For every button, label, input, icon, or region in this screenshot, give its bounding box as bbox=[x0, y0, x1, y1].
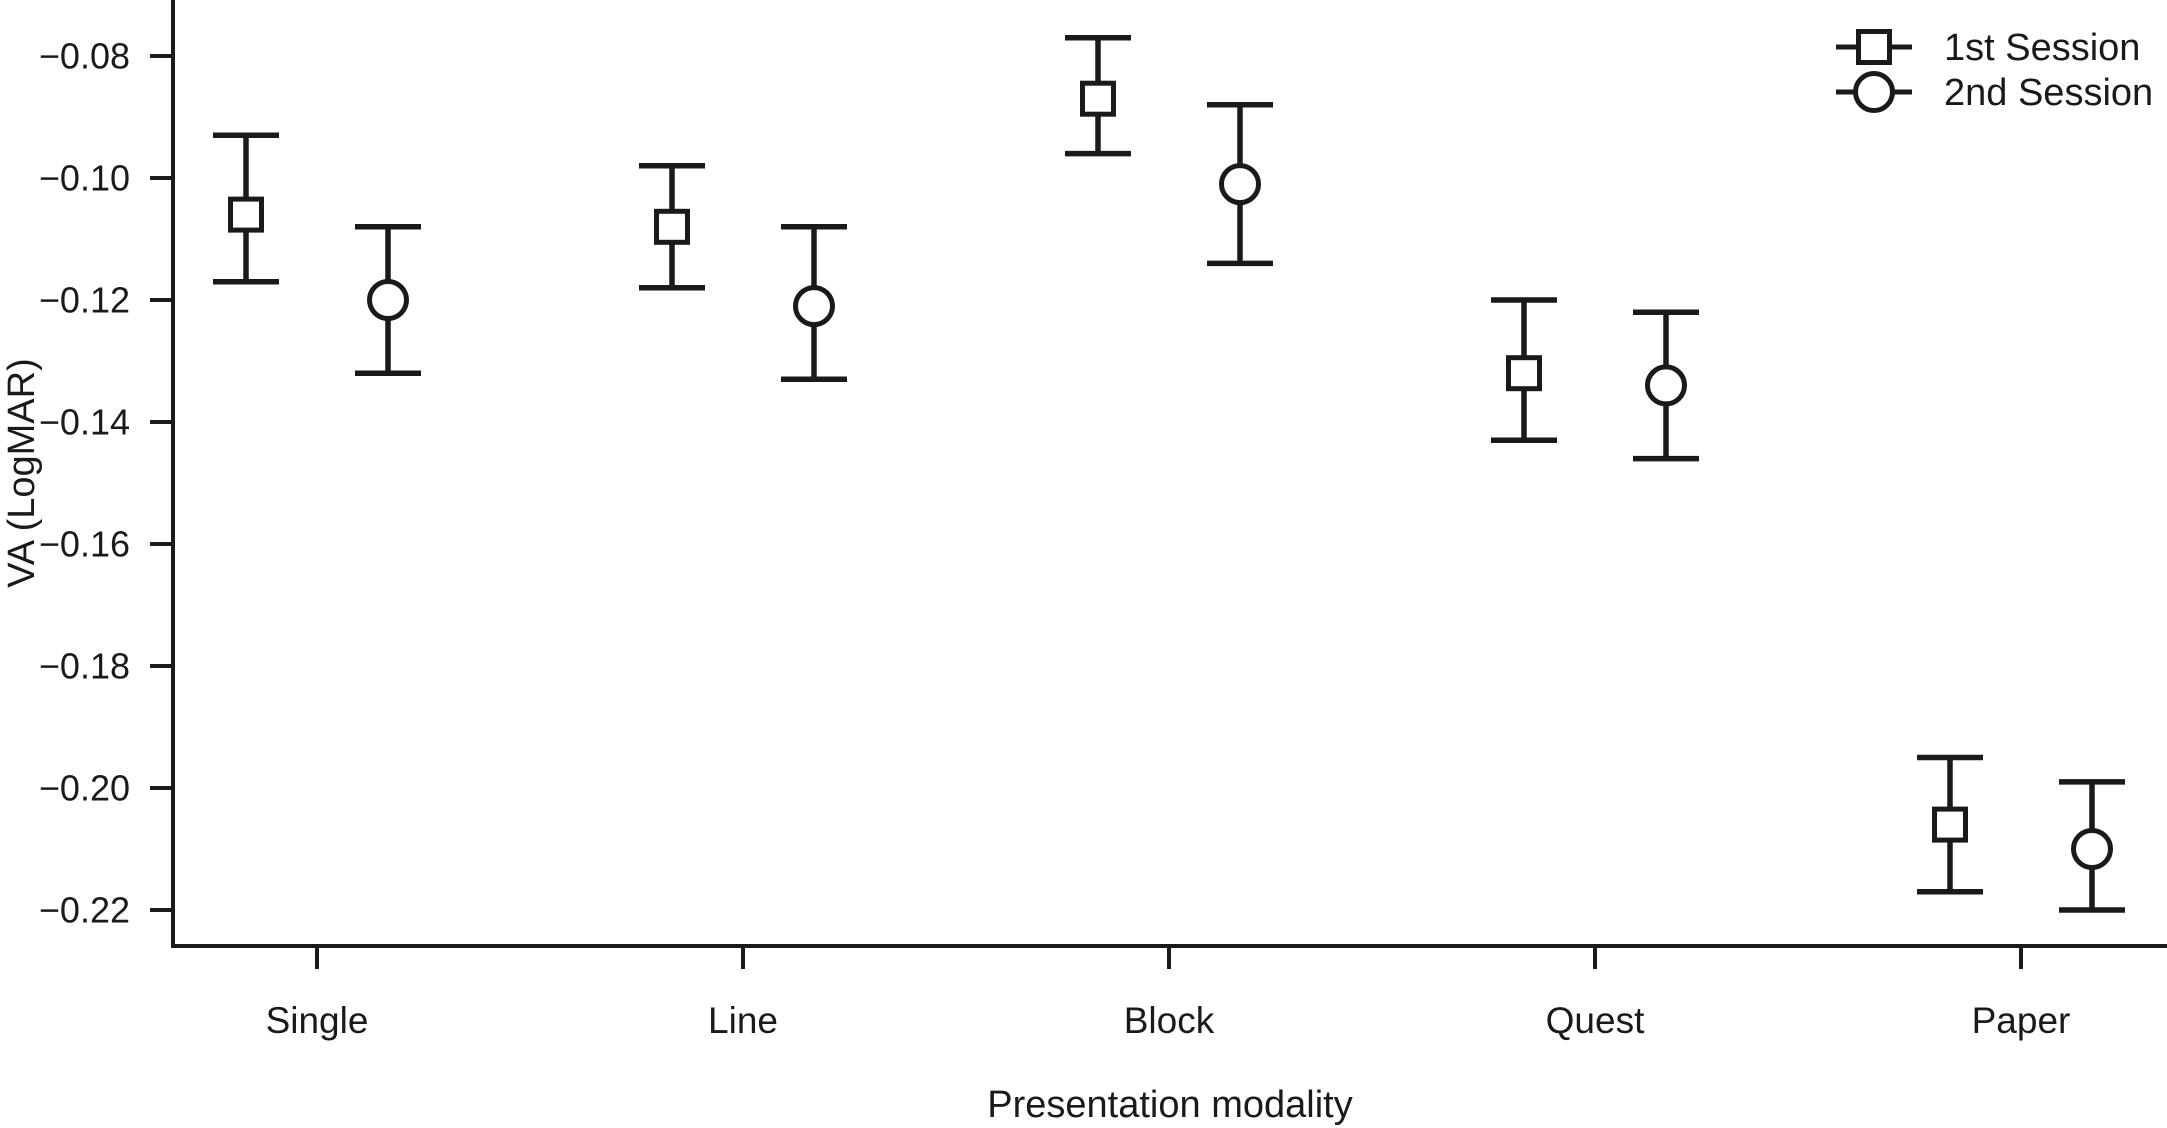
y-tick-label: −0.08 bbox=[39, 36, 130, 77]
square-marker-icon bbox=[1856, 29, 1892, 65]
series-2nd-session bbox=[355, 102, 2125, 913]
y-tick-label: −0.12 bbox=[39, 280, 130, 321]
plot-area: −0.08 −0.10 −0.12 −0.14 −0.16 −0.18 −0.20 −0.22… bbox=[39, 0, 2167, 1041]
legend-item-2nd-session: 2nd Session bbox=[1836, 71, 2153, 114]
y-axis-label: VA (LogMAR) bbox=[1, 358, 43, 587]
x-tick-label: Single bbox=[266, 1000, 369, 1041]
legend-item-1st-session: 1st Session bbox=[1836, 27, 2140, 69]
square-marker bbox=[1506, 355, 1542, 392]
circle-marker bbox=[367, 279, 409, 321]
series-1st-session bbox=[213, 34, 1983, 895]
square-marker bbox=[228, 196, 264, 233]
x-tick-label: Paper bbox=[1972, 1000, 2071, 1041]
legend-label-1st-session: 1st Session bbox=[1944, 27, 2140, 69]
y-tick-label: −0.10 bbox=[39, 158, 130, 199]
square-marker bbox=[1080, 80, 1116, 117]
y-tick-label: −0.18 bbox=[39, 646, 130, 687]
y-tick-label: −0.14 bbox=[39, 402, 130, 443]
y-tick-label: −0.16 bbox=[39, 524, 130, 565]
circle-marker bbox=[793, 285, 835, 328]
y-tick-label: −0.22 bbox=[39, 890, 130, 931]
square-marker bbox=[654, 208, 690, 245]
circle-marker bbox=[1219, 163, 1261, 206]
x-tick-label: Block bbox=[1124, 1000, 1215, 1041]
circle-marker bbox=[1645, 364, 1687, 407]
x-axis-label: Presentation modality bbox=[987, 1084, 1352, 1126]
circle-marker bbox=[2071, 828, 2113, 870]
y-tick-label: −0.20 bbox=[39, 768, 130, 809]
legend-label-2nd-session: 2nd Session bbox=[1944, 72, 2153, 114]
x-tick-label: Line bbox=[708, 1000, 778, 1041]
legend: 1st Session 2nd Session bbox=[1836, 27, 2153, 114]
square-marker bbox=[1932, 806, 1968, 843]
circle-marker-icon bbox=[1853, 71, 1895, 113]
x-tick-label: Quest bbox=[1546, 1000, 1645, 1041]
